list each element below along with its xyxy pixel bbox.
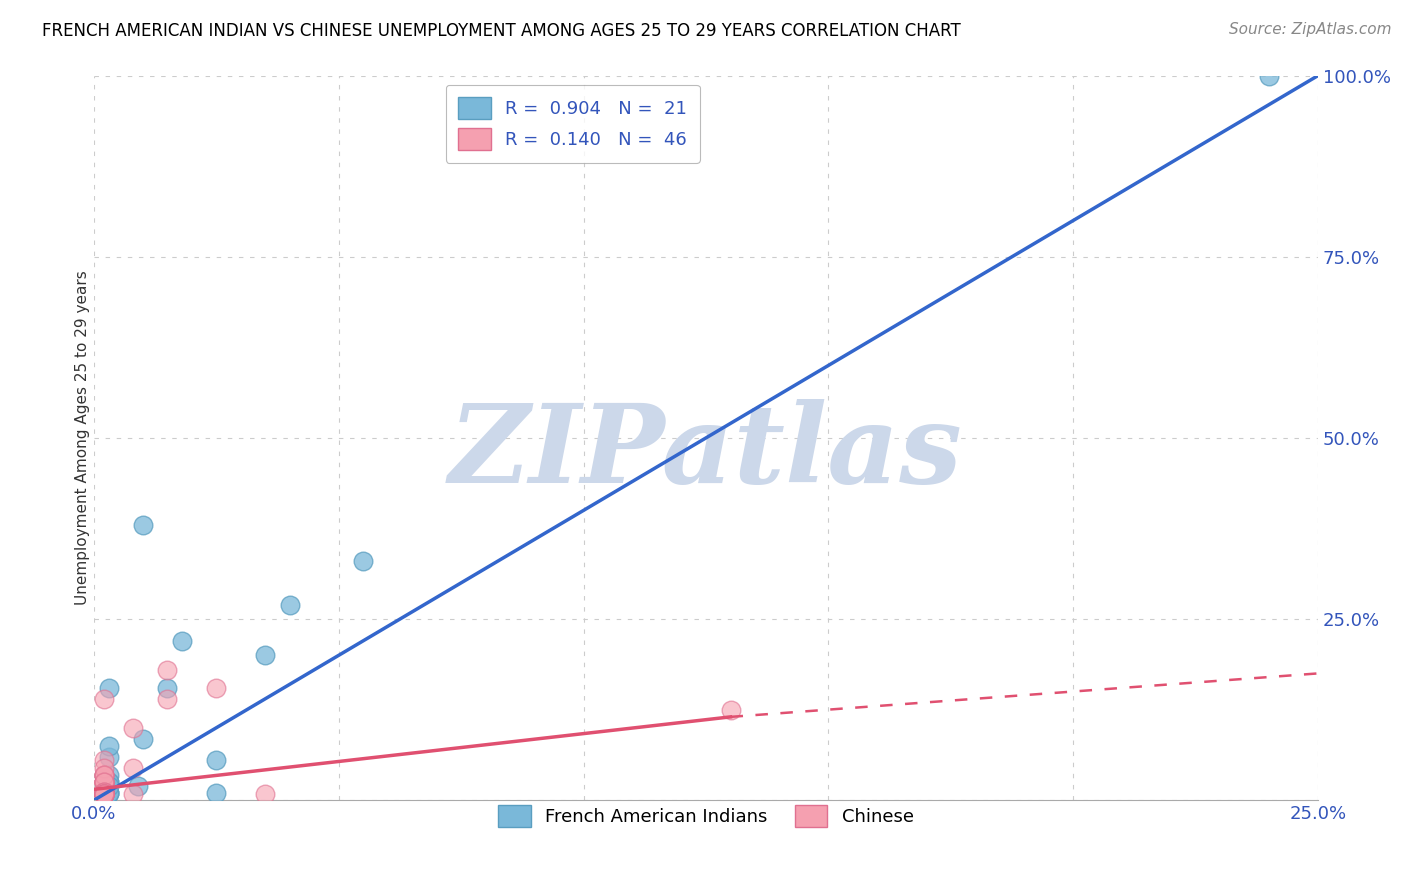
Point [122,788,145,802]
Point [97,786,120,800]
Point [97,681,120,695]
Point [278,598,301,612]
Point [93,691,115,706]
Point [93,753,115,767]
Point [97,739,120,753]
Point [93,788,115,802]
Point [93,788,115,802]
Point [93,788,115,802]
Point [97,786,120,800]
Point [93,775,115,789]
Point [93,768,115,782]
Point [122,721,145,735]
Point [93,775,115,789]
Point [93,775,115,789]
Point [97,775,120,789]
Point [720,703,742,717]
Point [93,788,115,802]
Point [93,761,115,775]
Text: FRENCH AMERICAN INDIAN VS CHINESE UNEMPLOYMENT AMONG AGES 25 TO 29 YEARS CORRELA: FRENCH AMERICAN INDIAN VS CHINESE UNEMPL… [42,22,960,40]
Point [127,779,149,793]
Point [93,788,115,802]
Point [97,775,120,789]
Point [93,768,115,782]
Point [1258,69,1281,83]
Point [93,784,115,798]
Legend: French American Indians, Chinese: French American Indians, Chinese [491,798,921,835]
Point [93,775,115,789]
Point [93,788,115,802]
Point [205,753,228,767]
Point [97,786,120,800]
Point [97,749,120,764]
Point [156,681,179,695]
Point [132,731,155,746]
Point [132,517,155,532]
Point [93,788,115,802]
Point [93,775,115,789]
Text: ZIPatlas: ZIPatlas [449,399,963,506]
Point [93,788,115,802]
Point [156,663,179,677]
Point [93,788,115,802]
Point [254,648,277,663]
Point [93,788,115,802]
Point [156,691,179,706]
Point [170,633,193,648]
Point [97,779,120,793]
Y-axis label: Unemployment Among Ages 25 to 29 years: Unemployment Among Ages 25 to 29 years [76,270,90,606]
Point [93,768,115,782]
Point [93,784,115,798]
Point [352,554,374,568]
Point [93,775,115,789]
Point [93,784,115,798]
Point [93,788,115,802]
Point [93,784,115,798]
Point [254,788,277,802]
Point [93,775,115,789]
Point [93,788,115,802]
Point [93,788,115,802]
Text: Source: ZipAtlas.com: Source: ZipAtlas.com [1229,22,1392,37]
Point [97,768,120,782]
Point [93,784,115,798]
Point [93,768,115,782]
Point [205,681,228,695]
Point [93,788,115,802]
Point [122,761,145,775]
Point [93,788,115,802]
Point [93,784,115,798]
Point [93,788,115,802]
Point [205,786,228,800]
Point [93,788,115,802]
Point [93,788,115,802]
